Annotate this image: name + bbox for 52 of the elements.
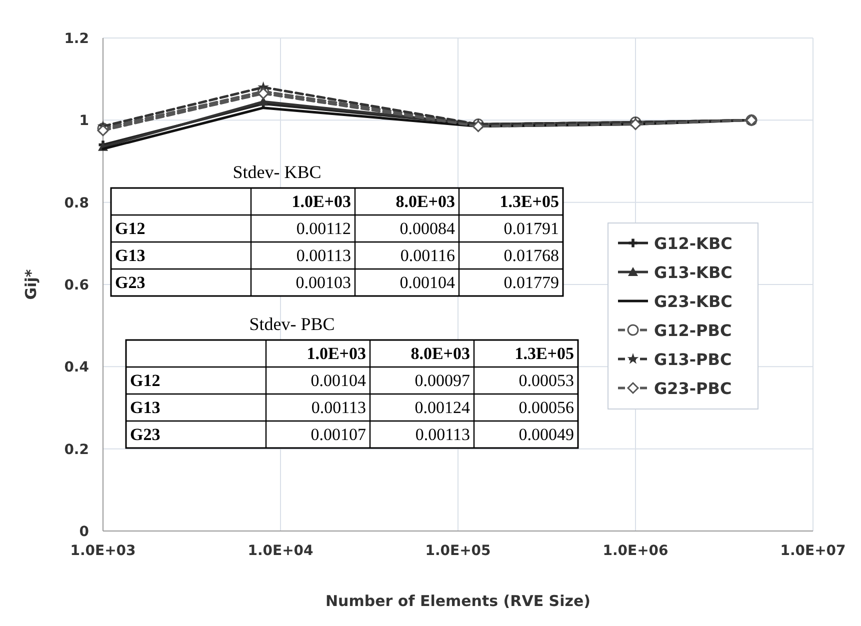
x-tick-label: 1.0E+04 [248, 543, 314, 559]
annotation: 0.00053 [518, 371, 574, 390]
annotation: 0.00049 [518, 425, 574, 444]
y-tick-label: 0.8 [64, 195, 89, 212]
x-tick-label: 1.0E+05 [425, 543, 491, 559]
annotation: G13 [130, 398, 160, 417]
annotation: 0.00084 [400, 219, 456, 238]
x-tick-label: 1.0E+03 [70, 543, 136, 559]
annotation: 0.00113 [415, 425, 470, 444]
annotation: G13 [115, 246, 146, 265]
annotation: 1.0E+03 [306, 344, 366, 363]
annotation: 0.00112 [296, 219, 351, 238]
annotation: 1.3E+05 [500, 192, 559, 211]
annotation: 0.00104 [310, 371, 366, 390]
y-tick-label: 1 [79, 113, 89, 130]
annotation: G23 [115, 273, 146, 292]
legend-label: G13-PBC [654, 350, 732, 369]
annotation: 0.01779 [504, 273, 559, 292]
annotation: G12 [115, 219, 146, 238]
y-tick-label: 0.2 [64, 442, 89, 458]
annotation: 1.0E+03 [292, 192, 351, 211]
annotation: 0.00097 [414, 371, 470, 390]
y-tick-label: 1.2 [64, 31, 89, 47]
annotation: G23 [130, 425, 160, 444]
annotation: Stdev- PBC [249, 314, 335, 334]
y-axis-title: Gij* [22, 269, 40, 300]
legend-label: G12-KBC [654, 234, 732, 253]
y-tick-label: 0.6 [64, 278, 89, 294]
x-tick-label: 1.0E+06 [602, 543, 668, 559]
annotation: 0.00107 [310, 425, 366, 444]
annotation: 0.00113 [311, 398, 366, 417]
annotation: 0.01791 [504, 219, 559, 238]
annotation: 8.0E+03 [410, 344, 470, 363]
y-tick-label: 0 [79, 524, 90, 540]
x-axis-title: Number of Elements (RVE Size) [326, 592, 590, 610]
annotation: Stdev- KBC [232, 162, 322, 182]
annotation: 8.0E+03 [396, 192, 455, 211]
annotation: 0.00103 [296, 273, 351, 292]
x-tick-label: 1.0E+07 [780, 543, 846, 559]
legend-label: G13-KBC [654, 263, 732, 282]
annotation: 0.00113 [296, 246, 351, 265]
y-tick-label: 0.4 [64, 360, 90, 376]
annotation: 0.00124 [414, 398, 470, 417]
annotation: 1.3E+05 [514, 344, 574, 363]
annotation: 0.01768 [504, 246, 559, 265]
annotation: 0.00056 [518, 398, 574, 417]
legend-label: G12-PBC [654, 321, 732, 340]
legend-label: G23-PBC [654, 379, 732, 398]
annotation: 0.00104 [400, 273, 456, 292]
annotation: G12 [130, 371, 160, 390]
legend-label: G23-KBC [654, 292, 732, 311]
annotation: 0.00116 [400, 246, 455, 265]
